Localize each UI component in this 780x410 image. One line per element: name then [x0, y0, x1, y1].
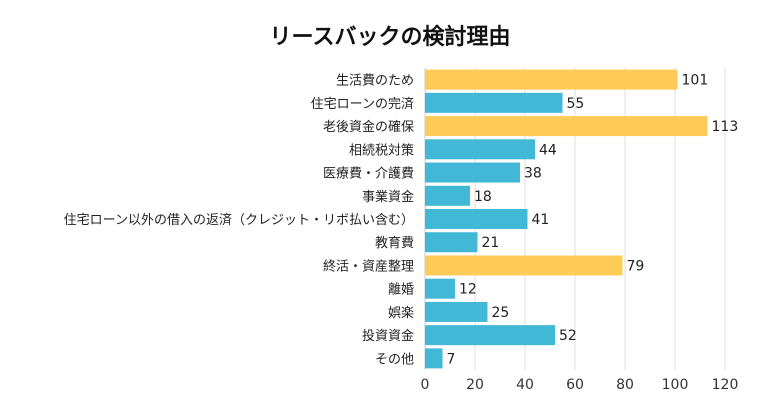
bar	[425, 209, 528, 229]
data-label: 55	[567, 96, 585, 112]
bar	[425, 69, 678, 90]
bar	[425, 348, 443, 369]
data-label: 7	[447, 351, 456, 367]
bar	[425, 301, 488, 322]
category-label: 住宅ローン以外の借入の返済（クレジット・リボ払い含む）	[64, 212, 414, 228]
data-label: 21	[482, 235, 500, 251]
x-tick-label: 60	[566, 377, 584, 393]
category-label: 老後資金の確保	[323, 119, 414, 135]
x-tick-label: 80	[616, 377, 634, 393]
category-label: 住宅ローンの完済	[311, 96, 414, 112]
bar	[425, 255, 623, 276]
chart-title: リースバックの検討理由	[270, 24, 511, 50]
category-label: 離婚	[388, 283, 414, 298]
data-label: 79	[627, 258, 645, 274]
data-label: 41	[532, 212, 550, 228]
bar	[425, 92, 563, 113]
category-label: その他	[375, 352, 414, 367]
x-tick-label: 120	[712, 377, 739, 393]
category-label: 娯楽	[388, 305, 414, 321]
bar	[425, 139, 535, 160]
category-label: 終活・資産整理	[323, 258, 414, 274]
x-tick-label: 0	[421, 377, 430, 393]
data-label: 113	[712, 119, 739, 135]
bar	[425, 185, 470, 206]
x-axis-ticks: 0 20 40 60 80 100 120	[421, 377, 739, 393]
data-label: 18	[474, 189, 492, 205]
bar	[425, 232, 478, 253]
bars: 生活費のため 101 住宅ローンの完済 55 老後資金の確保 113 相続税対策 44 医療費・…	[64, 69, 739, 369]
data-label: 12	[459, 282, 477, 298]
data-label: 25	[492, 305, 510, 321]
x-tick-label: 20	[466, 377, 484, 393]
bar	[425, 162, 520, 183]
data-label: 38	[524, 166, 542, 182]
category-label: 生活費のため	[336, 74, 414, 89]
category-label: 事業資金	[362, 189, 414, 205]
bar	[425, 116, 708, 137]
category-label: 相続税対策	[349, 142, 414, 158]
bar	[425, 278, 455, 299]
category-label: 投資資金	[362, 328, 414, 344]
data-label: 44	[539, 142, 557, 158]
category-label: 医療費・介護費	[323, 166, 414, 182]
category-label: 教育費	[375, 235, 414, 251]
data-label: 52	[559, 328, 577, 344]
bar	[425, 325, 555, 346]
data-label: 101	[682, 73, 709, 89]
x-tick-label: 100	[662, 377, 689, 393]
x-tick-label: 40	[516, 377, 534, 393]
